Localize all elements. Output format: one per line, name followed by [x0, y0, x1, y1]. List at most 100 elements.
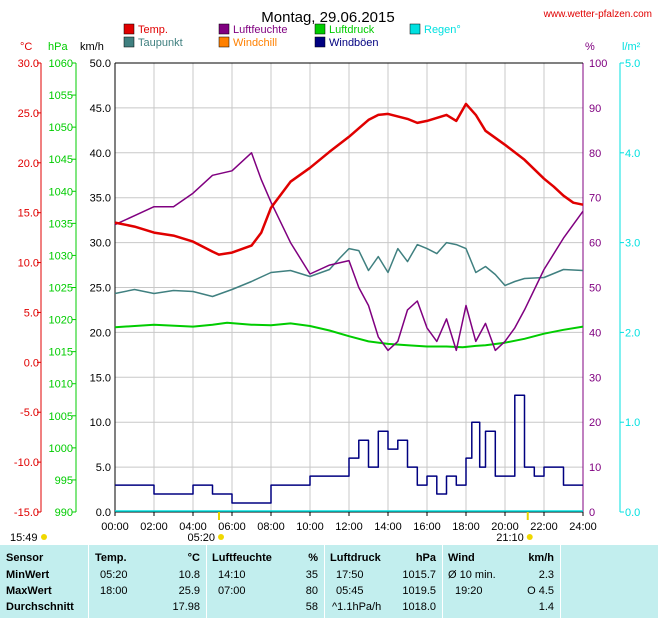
legend-swatch: [218, 36, 230, 48]
header-temp-unit: °C: [187, 552, 200, 564]
unit-temp: °C: [20, 41, 32, 53]
tick-label-pressure: 1025: [49, 283, 73, 295]
tick-label-humidity: 0: [589, 507, 595, 519]
tick-label-wind: 40.0: [90, 148, 111, 160]
min-press-time: 17:50: [336, 569, 364, 581]
tick-label-rain: 3.0: [625, 238, 640, 250]
tick-label-wind: 10.0: [90, 417, 111, 429]
tick-label-temp: -15.0: [14, 507, 39, 519]
sunrise-icon: [218, 534, 224, 540]
legend-swatch: [123, 23, 135, 35]
min-temp-value: 10.8: [178, 569, 200, 581]
tick-label-rain: 0.0: [625, 507, 640, 519]
tick-label-temp: 5.0: [24, 307, 39, 319]
min-hum-value: 35: [305, 569, 318, 581]
tick-label-temp: 10.0: [18, 258, 39, 270]
header-wind: Wind: [448, 552, 475, 564]
tick-label-temp: 15.0: [18, 208, 39, 220]
tick-label-pressure: 1040: [49, 186, 73, 198]
tick-label-time: 10:00: [296, 521, 324, 533]
stats-table: Sensor Temp. °C Luftfeuchte % Luftdruck …: [0, 545, 658, 618]
header-humidity-unit: %: [308, 552, 318, 564]
header-sensor: Sensor: [6, 552, 44, 564]
legend: Temp. Luftfeuchte Luftdruck Regen° Taupunkt W…: [123, 23, 461, 49]
tick-label-rain: 2.0: [625, 327, 640, 339]
legend-swatch: [314, 36, 326, 48]
tick-label-humidity: 60: [589, 238, 601, 250]
tick-label-time: 04:00: [179, 521, 207, 533]
legend-label: Luftdruck: [329, 24, 375, 36]
tick-label-time: 20:00: [491, 521, 519, 533]
col-divider: [206, 545, 207, 618]
sunset-icon: [526, 534, 533, 540]
min-press-value: 1015.7: [402, 569, 436, 581]
legend-label: Taupunkt: [138, 37, 183, 49]
tick-label-time: 14:00: [374, 521, 402, 533]
tick-label-humidity: 100: [589, 58, 607, 70]
unit-rain: l/m²: [622, 41, 641, 53]
min-wind-value: 2.3: [538, 569, 554, 581]
header-pressure-unit: hPa: [415, 552, 436, 564]
max-wind-value: O 4.5: [527, 585, 554, 597]
tick-label-time: 16:00: [413, 521, 441, 533]
tick-label-humidity: 20: [589, 417, 601, 429]
tick-label-temp: 20.0: [18, 158, 39, 170]
tick-label-wind: 5.0: [96, 462, 111, 474]
tick-label-wind: 20.0: [90, 327, 111, 339]
tick-label-temp: 30.0: [18, 58, 39, 70]
tick-label-pressure: 1015: [49, 347, 73, 359]
series-humidity: [114, 152, 584, 352]
min-temp-time: 05:20: [100, 569, 128, 581]
tick-label-humidity: 70: [589, 193, 601, 205]
tick-label-temp: 0.0: [24, 357, 39, 369]
tick-label-temp: 25.0: [18, 108, 39, 120]
header-pressure: Luftdruck: [330, 552, 381, 564]
max-temp-value: 25.9: [178, 585, 200, 597]
col-divider: [88, 545, 89, 618]
tick-label-wind: 25.0: [90, 283, 111, 295]
col-divider: [324, 545, 325, 618]
tick-label-pressure: 1060: [49, 58, 73, 70]
tick-label-pressure: 1005: [49, 411, 73, 423]
row-max-label: MaxWert: [6, 585, 52, 597]
tick-label-rain: 5.0: [625, 58, 640, 70]
legend-swatch: [123, 36, 135, 48]
max-press-value: 1019.5: [402, 585, 436, 597]
watermark: www.wetter-pfalzen.com: [543, 9, 652, 20]
header-humidity: Luftfeuchte: [212, 552, 272, 564]
legend-label: Temp.: [138, 24, 168, 36]
sunrise-label: 05:20: [187, 532, 215, 544]
series-lines: [114, 102, 584, 512]
tick-label-time: 08:00: [257, 521, 285, 533]
series-temperature: [114, 102, 584, 256]
axes: 30.0 25.0 20.0 15.0 10.0 5.0 0.0 -5.0 -10.0 -15.0…: [14, 58, 640, 533]
tick-label-pressure: 1000: [49, 443, 73, 455]
series-wind-gusts: [115, 394, 583, 504]
avg-hum-value: 58: [305, 601, 318, 613]
tick-label-temp: -10.0: [14, 457, 39, 469]
current-time-label: 15:49: [10, 532, 38, 544]
tick-label-time: 02:00: [140, 521, 168, 533]
avg-press-trend: ^1.1hPa/h: [332, 601, 382, 613]
header-wind-unit: km/h: [528, 552, 554, 564]
tick-label-pressure: 1030: [49, 250, 73, 262]
tick-label-humidity: 30: [589, 372, 601, 384]
tick-label-wind: 35.0: [90, 193, 111, 205]
tick-label-humidity: 90: [589, 103, 601, 115]
sunset-label: 21:10: [496, 532, 524, 544]
axis-unit-labels: °C hPa km/h% l/m²: [20, 41, 641, 53]
tick-label-pressure: 1035: [49, 218, 73, 230]
max-hum-time: 07:00: [218, 585, 246, 597]
tick-label-time: 22:00: [530, 521, 558, 533]
col-divider: [442, 545, 443, 618]
tick-label-wind: 50.0: [90, 58, 111, 70]
avg-wind-value: 1.4: [538, 601, 554, 613]
min-wind-label: Ø 10 min.: [448, 569, 496, 581]
tick-label-rain: 1.0: [625, 417, 640, 429]
tick-label-humidity: 40: [589, 327, 601, 339]
tick-label-pressure: 1010: [49, 379, 73, 391]
chart-title: Montag, 29.06.2015: [261, 9, 394, 26]
tick-label-wind: 15.0: [90, 372, 111, 384]
legend-label: Windböen: [329, 37, 379, 49]
tick-label-rain: 4.0: [625, 148, 640, 160]
